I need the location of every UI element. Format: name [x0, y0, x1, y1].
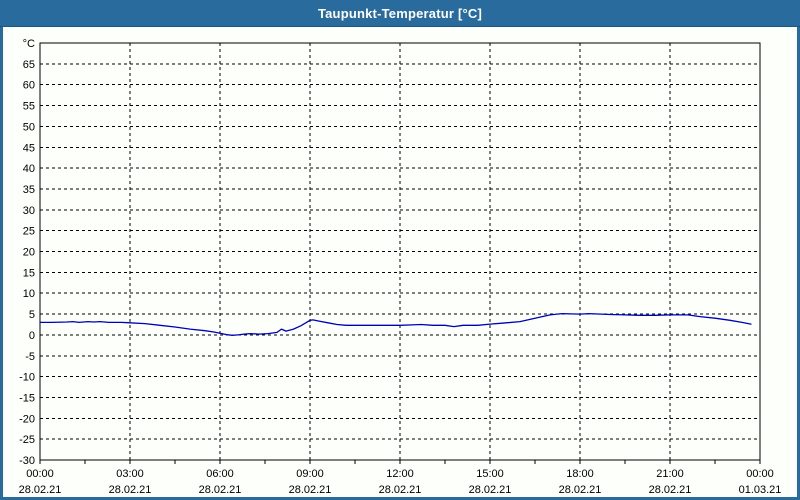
y-tick-label: -5 — [25, 351, 35, 363]
x-tick-date-label: 28.02.21 — [19, 484, 62, 496]
y-tick-label: °C — [23, 38, 35, 50]
x-tick-time-label: 00:00 — [746, 468, 774, 480]
y-tick-label: -15 — [19, 392, 35, 404]
x-tick-date-label: 28.02.21 — [559, 484, 602, 496]
y-tick-label: 35 — [23, 184, 35, 196]
x-tick-date-label: 28.02.21 — [649, 484, 692, 496]
dewpoint-series-line — [39, 312, 752, 336]
y-tick-label: 65 — [23, 59, 35, 71]
x-tick-date-label: 28.02.21 — [469, 484, 512, 496]
y-tick-label: 5 — [29, 309, 35, 321]
y-tick-label: 40 — [23, 163, 35, 175]
x-tick-time-label: 00:00 — [26, 468, 54, 480]
x-tick-time-label: 21:00 — [656, 468, 684, 480]
y-tick-label: 10 — [23, 288, 35, 300]
x-tick-date-label: 28.02.21 — [199, 484, 242, 496]
y-tick-label: -10 — [19, 372, 35, 384]
y-tick-label: -30 — [19, 455, 35, 467]
x-tick-time-label: 06:00 — [206, 468, 234, 480]
y-tick-label: 0 — [29, 330, 35, 342]
y-tick-label: 25 — [23, 226, 35, 238]
window-titlebar: Taupunkt-Temperatur [°C] — [0, 0, 800, 27]
y-tick-label: 30 — [23, 205, 35, 217]
dewpoint-line-chart: °C65605550454035302520151050-5-10-15-20-… — [19, 38, 782, 496]
x-tick-date-label: 01.03.21 — [739, 484, 782, 496]
y-tick-label: 50 — [23, 121, 35, 133]
y-tick-label: 60 — [23, 80, 35, 92]
y-tick-label: 15 — [23, 267, 35, 279]
y-tick-label: 20 — [23, 247, 35, 259]
y-tick-label: 55 — [23, 101, 35, 113]
x-tick-date-label: 28.02.21 — [289, 484, 332, 496]
x-tick-date-label: 28.02.21 — [109, 484, 152, 496]
chart-canvas: °C 65 60 55 50 45 40 35 30 25 20 15 10 5 0 -5 -10 -15 -20-… — [3, 27, 797, 497]
y-tick-label: -25 — [19, 434, 35, 446]
chart-title: Taupunkt-Temperatur [°C] — [317, 5, 483, 21]
x-tick-time-label: 03:00 — [116, 468, 144, 480]
x-tick-time-label: 09:00 — [296, 468, 324, 480]
x-tick-date-label: 28.02.21 — [379, 484, 422, 496]
x-tick-time-label: 18:00 — [566, 468, 594, 480]
x-tick-time-label: 15:00 — [476, 468, 504, 480]
y-tick-label: 45 — [23, 142, 35, 154]
y-tick-label: -20 — [19, 413, 35, 425]
x-tick-time-label: 12:00 — [386, 468, 414, 480]
